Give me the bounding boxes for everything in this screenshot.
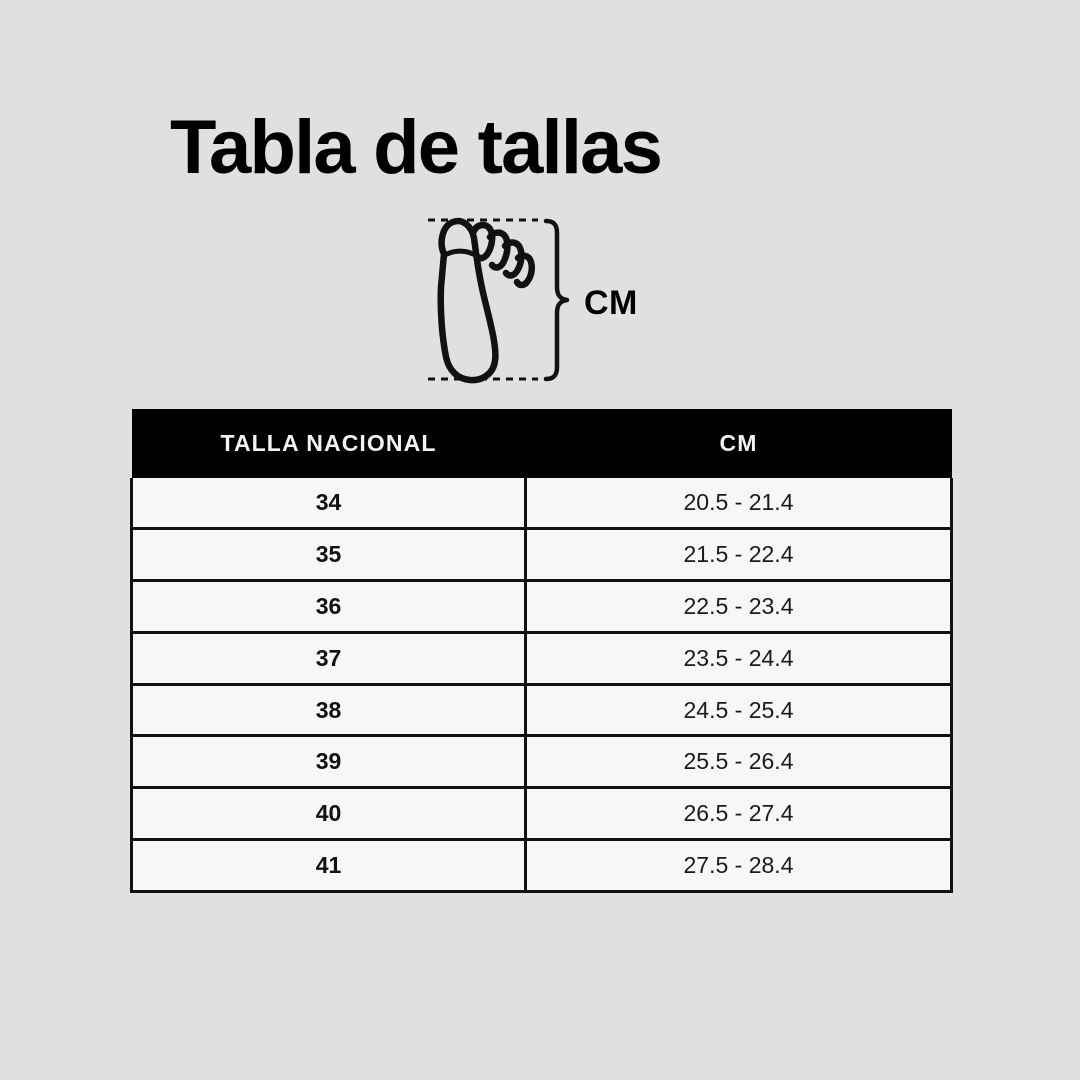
table-row: 39 25.5 - 26.4: [130, 734, 953, 790]
column-header-cm: CM: [525, 409, 952, 478]
table-row: 35 21.5 - 22.4: [130, 527, 953, 582]
table-row: 36 22.5 - 23.4: [130, 579, 953, 634]
table-row: 41 27.5 - 28.4: [130, 838, 953, 894]
cell-size: 35: [130, 527, 527, 582]
cell-cm: 23.5 - 24.4: [524, 631, 953, 686]
cell-cm: 25.5 - 26.4: [524, 734, 953, 790]
cell-size: 38: [130, 683, 527, 738]
cell-cm: 20.5 - 21.4: [524, 478, 953, 530]
cell-size: 41: [130, 838, 527, 894]
table-row: 37 23.5 - 24.4: [130, 631, 953, 686]
cell-size: 39: [130, 734, 527, 790]
cm-measure-label: CM: [584, 284, 638, 322]
size-table-container: TALLA NACIONAL CM 34 20.5 - 21.4 35 21.5…: [130, 409, 953, 894]
table-header: TALLA NACIONAL CM: [131, 409, 952, 478]
cell-cm: 22.5 - 23.4: [524, 579, 953, 634]
cell-size: 34: [130, 478, 527, 530]
table-header-row: TALLA NACIONAL CM: [131, 409, 952, 478]
cell-cm: 21.5 - 22.4: [524, 527, 953, 582]
table-body: 34 20.5 - 21.4 35 21.5 - 22.4 36 22.5 - …: [130, 478, 953, 894]
table-row: 34 20.5 - 21.4: [130, 478, 953, 530]
cell-cm: 26.5 - 27.4: [524, 786, 953, 842]
curly-brace-icon: [543, 218, 570, 382]
page-title: Tabla de tallas: [170, 105, 663, 190]
cell-cm: 27.5 - 28.4: [524, 838, 953, 894]
size-table: TALLA NACIONAL CM 34 20.5 - 21.4 35 21.5…: [130, 409, 953, 894]
table-row: 38 24.5 - 25.4: [130, 683, 953, 738]
foot-measurement-diagram: [415, 205, 665, 395]
foot-sole-outline-icon: [437, 217, 536, 384]
cell-size: 37: [130, 631, 527, 686]
cell-size: 40: [130, 786, 527, 842]
cell-cm: 24.5 - 25.4: [524, 683, 953, 738]
cell-size: 36: [130, 579, 527, 634]
column-header-talla-nacional: TALLA NACIONAL: [131, 409, 526, 478]
table-row: 40 26.5 - 27.4: [130, 786, 953, 842]
